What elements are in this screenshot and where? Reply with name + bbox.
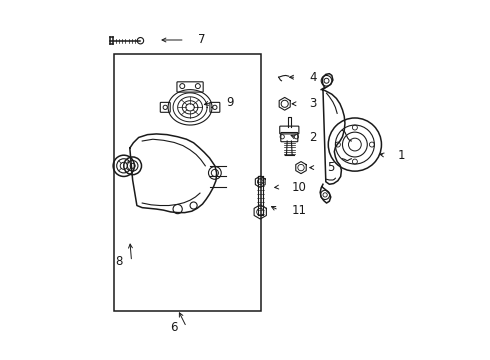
Text: 11: 11 — [292, 204, 307, 217]
Text: 5: 5 — [327, 161, 335, 174]
Text: 3: 3 — [310, 97, 317, 110]
Text: 1: 1 — [398, 149, 406, 162]
Text: 10: 10 — [292, 181, 307, 194]
Text: 4: 4 — [310, 71, 317, 84]
Text: 7: 7 — [198, 33, 205, 46]
Text: 6: 6 — [170, 321, 177, 334]
Text: 8: 8 — [115, 255, 122, 268]
Bar — [114, 54, 261, 311]
Text: 9: 9 — [226, 95, 234, 108]
Text: 2: 2 — [310, 131, 317, 144]
